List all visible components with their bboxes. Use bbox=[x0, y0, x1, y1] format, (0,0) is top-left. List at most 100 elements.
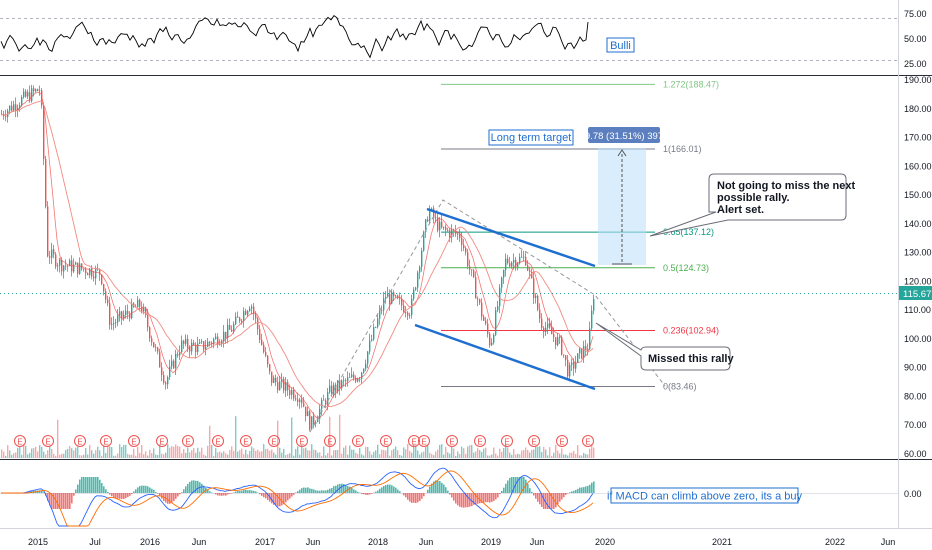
earnings-marker bbox=[240, 435, 252, 447]
volume-bar bbox=[569, 452, 571, 458]
volume-bar bbox=[1, 449, 3, 458]
macd-hist-bar bbox=[171, 493, 173, 503]
volume-bar bbox=[45, 454, 47, 458]
macd-hist-bar bbox=[79, 479, 81, 493]
macd-hist-bar bbox=[537, 493, 539, 502]
volume-bar bbox=[353, 449, 355, 458]
candle-body bbox=[547, 323, 549, 328]
macd-hist-bar bbox=[387, 484, 389, 493]
candle-body bbox=[361, 372, 363, 379]
volume-bar bbox=[403, 447, 405, 458]
macd-hist-bar bbox=[49, 493, 51, 506]
candle-body bbox=[575, 362, 577, 369]
candle-body bbox=[185, 338, 187, 344]
candle-body bbox=[125, 310, 127, 316]
volume-bar bbox=[251, 446, 253, 458]
volume-bar bbox=[437, 449, 439, 458]
candle-body bbox=[351, 374, 353, 378]
macd-hist-bar bbox=[319, 490, 321, 493]
candle-body bbox=[173, 360, 175, 369]
volume-bar bbox=[115, 455, 117, 458]
macd-hist-bar bbox=[287, 493, 289, 501]
candle-body bbox=[381, 310, 383, 312]
channel-upper[interactable] bbox=[426, 207, 596, 268]
volume-bar bbox=[61, 453, 63, 458]
callout-missed-box[interactable] bbox=[595, 322, 731, 371]
volume-bar bbox=[113, 455, 115, 458]
callout-rally-box[interactable] bbox=[649, 173, 847, 237]
candle-body bbox=[27, 92, 29, 97]
macd-hist-bar bbox=[341, 483, 343, 493]
fibonacci-retracement[interactable]: 1.272(188.47) 1(166.01) 0.65(137.12) 0.5(12… bbox=[441, 79, 719, 392]
volume-bar bbox=[559, 453, 561, 458]
candle-body bbox=[223, 331, 225, 342]
candle-body bbox=[587, 349, 589, 351]
time-axis[interactable]: 2015 Jul 2016 Jun 2017 Jun 2018 Jun 2019 Jun 2020 2… bbox=[28, 537, 895, 547]
macd-hist-bar bbox=[53, 493, 55, 509]
fib-label: 1(166.01) bbox=[663, 144, 702, 154]
volume-bar bbox=[241, 448, 243, 458]
volume-bar bbox=[295, 448, 297, 458]
price-scale[interactable]: 190.00 180.00 170.00 160.00 150.00 140.00 130.… bbox=[904, 75, 932, 459]
earnings-marker bbox=[446, 435, 458, 447]
volume-bar bbox=[399, 454, 401, 458]
candle-body bbox=[263, 344, 265, 353]
macd-hist-bar bbox=[591, 482, 593, 493]
macd-hist-bar bbox=[265, 493, 267, 499]
macd-hist-bar bbox=[587, 485, 589, 493]
volume-bar bbox=[35, 446, 37, 458]
macd-hist-bar bbox=[457, 493, 459, 506]
macd-hist-bar bbox=[101, 483, 103, 493]
volume-bar bbox=[329, 416, 331, 458]
rsi-tick-75: 75.00 bbox=[904, 9, 927, 19]
macd-hist-bar bbox=[67, 493, 69, 509]
volume-bar bbox=[365, 446, 367, 458]
candle-body bbox=[21, 97, 23, 106]
macd-hist-bar bbox=[89, 477, 91, 493]
candle-body bbox=[189, 348, 191, 352]
macd-hist-bar bbox=[155, 491, 157, 493]
volume-bar bbox=[525, 447, 527, 458]
trend-zigzag[interactable] bbox=[309, 199, 666, 433]
candle-body bbox=[197, 343, 199, 352]
macd-hist-bar bbox=[175, 493, 177, 499]
macd-hist-bar bbox=[145, 485, 147, 493]
volume-bar bbox=[543, 446, 545, 458]
candle-body bbox=[303, 403, 305, 407]
earnings-marker bbox=[556, 435, 568, 447]
candle-body bbox=[519, 256, 521, 264]
candle-body bbox=[43, 105, 45, 159]
volume-bar bbox=[89, 444, 91, 458]
candle-body bbox=[457, 233, 459, 235]
volume-bar bbox=[563, 454, 565, 458]
macd-hist-bar bbox=[477, 493, 479, 504]
macd-hist-bar bbox=[441, 482, 443, 493]
earnings-label: E bbox=[243, 438, 248, 447]
earnings-label: E bbox=[585, 438, 590, 447]
time-tick: Jun bbox=[419, 537, 434, 547]
candle-body bbox=[485, 320, 487, 324]
candle-body bbox=[345, 380, 347, 382]
volume-bar bbox=[411, 452, 413, 458]
macd-hist-bar bbox=[83, 477, 85, 493]
macd-hist-bar bbox=[303, 487, 305, 493]
macd-hist-bar bbox=[241, 490, 243, 493]
volume-bar bbox=[471, 444, 473, 458]
macd-hist-bar bbox=[467, 493, 469, 508]
candle-body bbox=[447, 229, 449, 231]
candle-body bbox=[279, 381, 281, 391]
channel-lower[interactable] bbox=[414, 323, 596, 391]
candle-body bbox=[373, 327, 375, 340]
volume-bar bbox=[107, 446, 109, 458]
macd-hist-bar bbox=[273, 493, 275, 505]
volume-bar bbox=[159, 444, 161, 458]
macd-hist-bar bbox=[305, 487, 307, 493]
macd-hist-bar bbox=[455, 493, 457, 504]
volume-bar bbox=[467, 446, 469, 458]
candle-body bbox=[237, 316, 239, 318]
candle-body bbox=[371, 339, 373, 341]
macd-hist-bar bbox=[489, 493, 491, 503]
volume-bar bbox=[59, 454, 61, 458]
volume-bar bbox=[415, 445, 417, 458]
